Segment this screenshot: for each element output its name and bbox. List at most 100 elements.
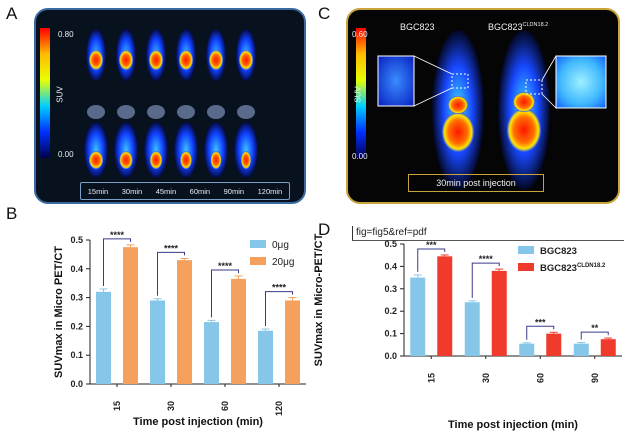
time-label: 90min [223, 186, 245, 196]
bar [491, 270, 507, 356]
x-tick-label: 15 [426, 373, 436, 383]
panel-label-a: A [6, 4, 18, 23]
x-tick-label: 15 [112, 401, 122, 411]
panel-label-d: D [318, 220, 331, 239]
tumor-roi-left [451, 73, 469, 89]
bar [150, 300, 165, 384]
legend-swatch [250, 257, 266, 265]
y-axis-label: SUVmax in Micro PET/CT [53, 246, 65, 378]
bar-chart-b: 0.0 0.1 0.2 0.3 0.4 0.5 **** 15 **** 30 **** 60 ****… [53, 230, 306, 428]
mouse-body-view [114, 122, 138, 178]
color-scale-bar [40, 28, 50, 158]
mouse-body-view [174, 122, 198, 178]
legend-label: 0μg [272, 240, 289, 251]
significance-bracket [526, 325, 555, 340]
y-tick-label: 0.1 [70, 350, 83, 360]
y-tick-label: 0.0 [70, 379, 83, 389]
mouse-body-view [144, 122, 168, 178]
pet-comparison-image [356, 28, 607, 190]
bar [546, 333, 562, 356]
significance-bracket [265, 291, 293, 326]
bar [231, 278, 246, 384]
y-tick-label: 0.2 [384, 306, 397, 316]
legend-label: 20μg [272, 257, 294, 268]
bar [96, 291, 111, 384]
tumor-roi-right [525, 79, 543, 95]
legend-swatch [518, 246, 534, 254]
bar-chart-d: 0.0 0.1 0.2 0.3 0.4 0.5 *** 15 **** 30 *** 60 ** 90 Ti… [313, 233, 622, 431]
x-tick-label: 30 [166, 401, 176, 411]
bar [204, 322, 219, 384]
bar [285, 300, 300, 384]
mouse-bgc823 [432, 30, 484, 190]
mouse-body-view [204, 122, 228, 178]
legend-swatch [518, 263, 534, 271]
time-label: 120min [257, 186, 283, 196]
organ-uptake [210, 151, 222, 169]
panel-label-b: B [6, 204, 18, 223]
y-tick-label: 0.0 [384, 351, 397, 361]
mouse-slice [87, 105, 105, 119]
time-point-labels: 15min 30min 45min 60min 90min 120min [80, 182, 290, 200]
x-tick-label: 60 [220, 401, 230, 411]
time-label: 45min [155, 186, 177, 196]
time-label: 30min [121, 186, 143, 196]
x-axis-label: Time post injection (min) [448, 419, 578, 431]
pet-image-panel-a: 0.80 SUV 0.00 15min 30min 45min 60min 90min 1… [34, 8, 306, 204]
legend-label: BGC823CLDN18.2 [540, 263, 606, 274]
organ-uptake [241, 151, 251, 169]
significance-label: **** [272, 283, 287, 293]
organ-uptake [89, 50, 103, 70]
mouse-slice [177, 105, 195, 119]
organ-uptake [119, 50, 133, 70]
bar [177, 260, 192, 384]
significance-bracket [471, 262, 500, 298]
mouse-slice [117, 105, 135, 119]
significance-bracket [211, 269, 239, 318]
figure-reference: fig=fig5&ref=pdf [352, 226, 624, 241]
y-axis-label: SUVmax in Micro-PET/CT [313, 233, 325, 366]
pet-montage-image [40, 28, 258, 178]
bar [600, 339, 616, 356]
bar [258, 330, 273, 384]
pet-image-panel-c: 0.60 SUV 0.00 BGC823 BGC823CLDN18.2 30mi… [346, 8, 620, 204]
x-tick-label: 30 [481, 373, 491, 383]
scale-min-label: 0.00 [58, 150, 74, 159]
legend-label: BGC823 [540, 246, 577, 257]
scale-max-label: 0.80 [58, 30, 74, 39]
header-base: BGC823 [488, 22, 523, 32]
header-sup: CLDN18.2 [522, 22, 549, 28]
y-tick-label: 0.3 [70, 293, 83, 303]
bar [519, 343, 535, 356]
color-scale-bar [356, 28, 366, 158]
y-tick-label: 0.4 [70, 264, 83, 274]
organ-uptake [119, 151, 133, 169]
x-tick-label: 120 [274, 401, 284, 416]
organ-uptake [180, 151, 192, 169]
scale-min-label: 0.00 [352, 152, 368, 161]
y-tick-label: 0.4 [384, 261, 397, 271]
significance-label: *** [535, 317, 546, 327]
organ-uptake [149, 50, 163, 70]
y-tick-label: 0.1 [384, 329, 397, 339]
mouse-slice [207, 105, 225, 119]
bar [437, 256, 453, 356]
bar [123, 247, 138, 384]
significance-label: **** [164, 243, 179, 253]
header-bgc823-cldn18: BGC823CLDN18.2 [488, 22, 548, 32]
organ-uptake [89, 151, 103, 169]
time-label: 60min [189, 186, 211, 196]
organ-uptake [179, 50, 193, 70]
y-tick-label: 0.5 [384, 239, 397, 249]
significance-bracket [157, 251, 185, 296]
significance-label: **** [218, 261, 233, 271]
mouse-slice [237, 105, 255, 119]
y-tick-label: 0.5 [70, 235, 83, 245]
header-bgc823: BGC823 [400, 22, 435, 32]
mouse-body-view [234, 122, 258, 178]
scale-unit-label: SUV [55, 86, 65, 103]
legend-swatch [250, 240, 266, 248]
significance-bracket [580, 331, 609, 340]
significance-bracket [103, 238, 131, 286]
significance-label: **** [110, 230, 125, 240]
